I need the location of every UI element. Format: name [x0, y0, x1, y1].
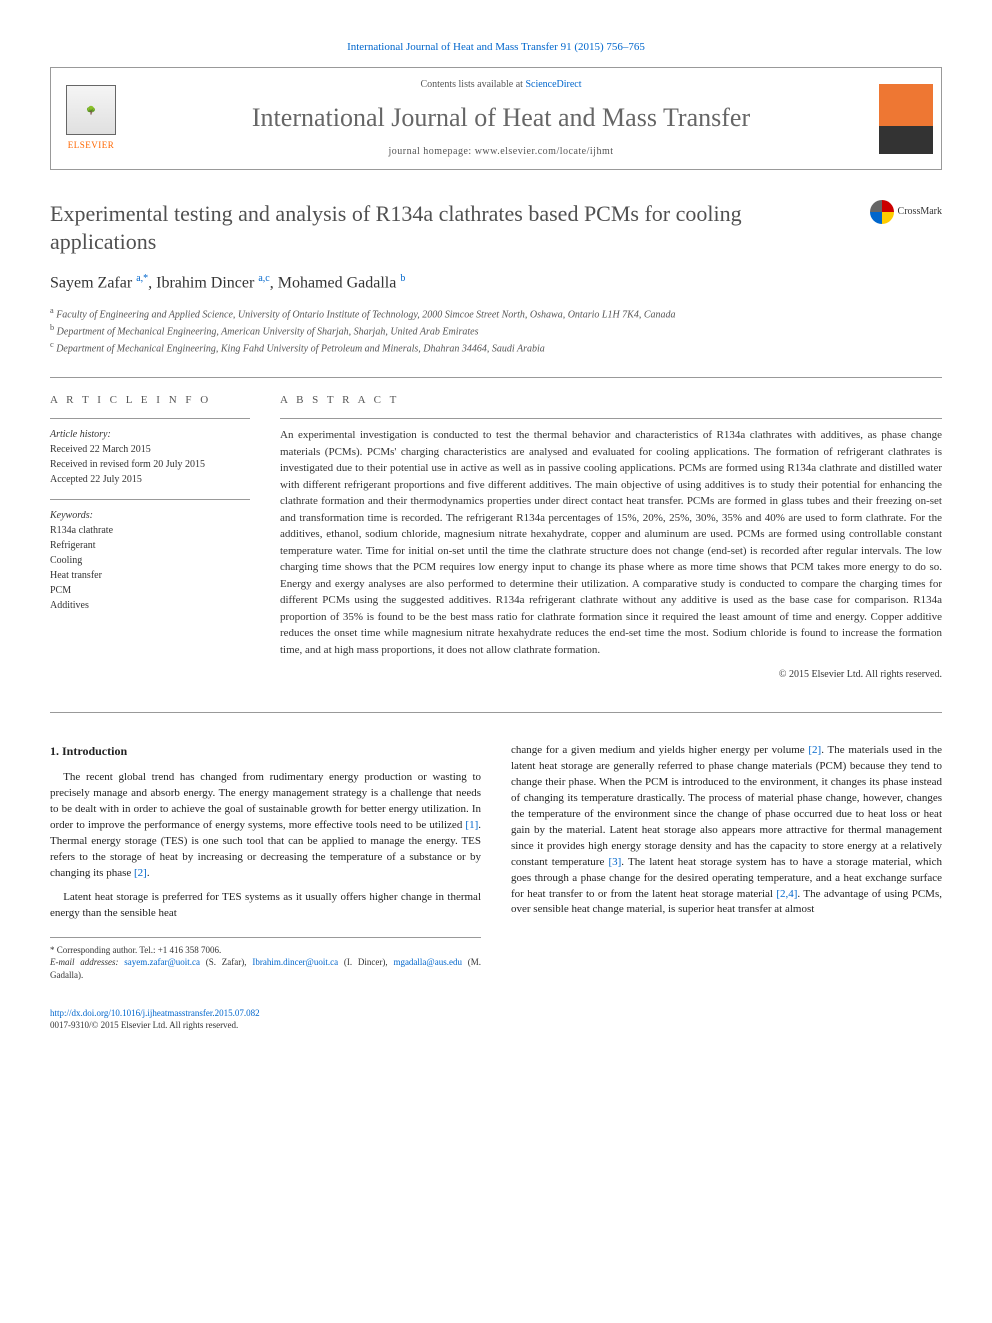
elsevier-tree-icon: 🌳: [66, 85, 116, 135]
citation-ref[interactable]: [2]: [134, 867, 147, 879]
crossmark-icon: [870, 200, 894, 224]
info-abstract-row: A R T I C L E I N F O Article history: R…: [50, 393, 942, 682]
journal-homepage: journal homepage: www.elsevier.com/locat…: [151, 145, 851, 159]
cover-image: [879, 84, 933, 154]
body-column-left: 1. Introduction The recent global trend …: [50, 743, 481, 982]
abstract-copyright: © 2015 Elsevier Ltd. All rights reserved…: [280, 668, 942, 682]
citation-ref[interactable]: [3]: [608, 856, 621, 868]
keyword: PCM: [50, 583, 250, 598]
body-paragraph: change for a given medium and yields hig…: [511, 743, 942, 918]
keyword: Cooling: [50, 553, 250, 568]
homepage-url[interactable]: www.elsevier.com/locate/ijhmt: [475, 146, 614, 157]
keywords-block: Keywords: R134a clathrateRefrigerantCool…: [50, 508, 250, 613]
keyword: R134a clathrate: [50, 523, 250, 538]
citation-ref[interactable]: [2,4]: [776, 888, 797, 900]
crossmark-badge[interactable]: CrossMark: [870, 200, 942, 224]
emails-line: E-mail addresses: sayem.zafar@uoit.ca (S…: [50, 956, 481, 981]
doi-footer: http://dx.doi.org/10.1016/j.ijheatmasstr…: [50, 1007, 942, 1032]
email-link[interactable]: mgadalla@aus.edu: [393, 957, 462, 967]
history-line: Received 22 March 2015: [50, 442, 250, 457]
corresponding-line: * Corresponding author. Tel.: +1 416 358…: [50, 944, 481, 957]
emails-label: E-mail addresses:: [50, 957, 124, 967]
history-line: Accepted 22 July 2015: [50, 472, 250, 487]
history-line: Received in revised form 20 July 2015: [50, 457, 250, 472]
article-info-heading: A R T I C L E I N F O: [50, 393, 250, 408]
contents-available-line: Contents lists available at ScienceDirec…: [151, 78, 851, 92]
body-divider: [50, 712, 942, 713]
abstract-text: An experimental investigation is conduct…: [280, 427, 942, 658]
authors-line: Sayem Zafar a,*, Ibrahim Dincer a,c, Moh…: [50, 272, 942, 295]
keyword: Additives: [50, 598, 250, 613]
citation-ref[interactable]: [1]: [465, 819, 478, 831]
journal-header-box: 🌳 ELSEVIER Contents lists available at S…: [50, 67, 942, 169]
keyword: Heat transfer: [50, 568, 250, 583]
corresponding-author-footnote: * Corresponding author. Tel.: +1 416 358…: [50, 937, 481, 982]
journal-cover-thumbnail: [871, 68, 941, 168]
divider-line: [50, 377, 942, 378]
history-label: Article history:: [50, 427, 250, 442]
header-citation: International Journal of Heat and Mass T…: [50, 40, 942, 55]
affiliations: a Faculty of Engineering and Applied Sci…: [50, 305, 942, 357]
citation-ref[interactable]: [2]: [808, 744, 821, 756]
homepage-prefix: journal homepage:: [388, 146, 474, 157]
email-link[interactable]: sayem.zafar@uoit.ca: [124, 957, 200, 967]
elsevier-logo: 🌳 ELSEVIER: [51, 68, 131, 168]
title-row: Experimental testing and analysis of R13…: [50, 200, 942, 257]
abstract-heading: A B S T R A C T: [280, 393, 942, 408]
article-title: Experimental testing and analysis of R13…: [50, 200, 870, 257]
keywords-divider: [50, 499, 250, 500]
body-columns: 1. Introduction The recent global trend …: [50, 743, 942, 982]
article-info-column: A R T I C L E I N F O Article history: R…: [50, 393, 250, 682]
body-column-right: change for a given medium and yields hig…: [511, 743, 942, 982]
body-paragraph: The recent global trend has changed from…: [50, 770, 481, 882]
contents-prefix: Contents lists available at: [420, 79, 525, 90]
article-history: Article history: Received 22 March 2015R…: [50, 427, 250, 487]
header-center: Contents lists available at ScienceDirec…: [131, 68, 871, 168]
publisher-name: ELSEVIER: [68, 139, 115, 152]
body-paragraph: Latent heat storage is preferred for TES…: [50, 890, 481, 922]
keyword: Refrigerant: [50, 538, 250, 553]
journal-name: International Journal of Heat and Mass T…: [151, 100, 851, 136]
email-link[interactable]: Ibrahim.dincer@uoit.ca: [252, 957, 338, 967]
keywords-label: Keywords:: [50, 508, 250, 523]
doi-link[interactable]: http://dx.doi.org/10.1016/j.ijheatmasstr…: [50, 1008, 260, 1018]
abstract-column: A B S T R A C T An experimental investig…: [280, 393, 942, 682]
sciencedirect-link[interactable]: ScienceDirect: [525, 79, 581, 90]
section-1-heading: 1. Introduction: [50, 743, 481, 760]
issn-copyright: 0017-9310/© 2015 Elsevier Ltd. All right…: [50, 1020, 238, 1030]
abstract-divider: [280, 418, 942, 419]
info-divider: [50, 418, 250, 419]
crossmark-label: CrossMark: [898, 205, 942, 219]
